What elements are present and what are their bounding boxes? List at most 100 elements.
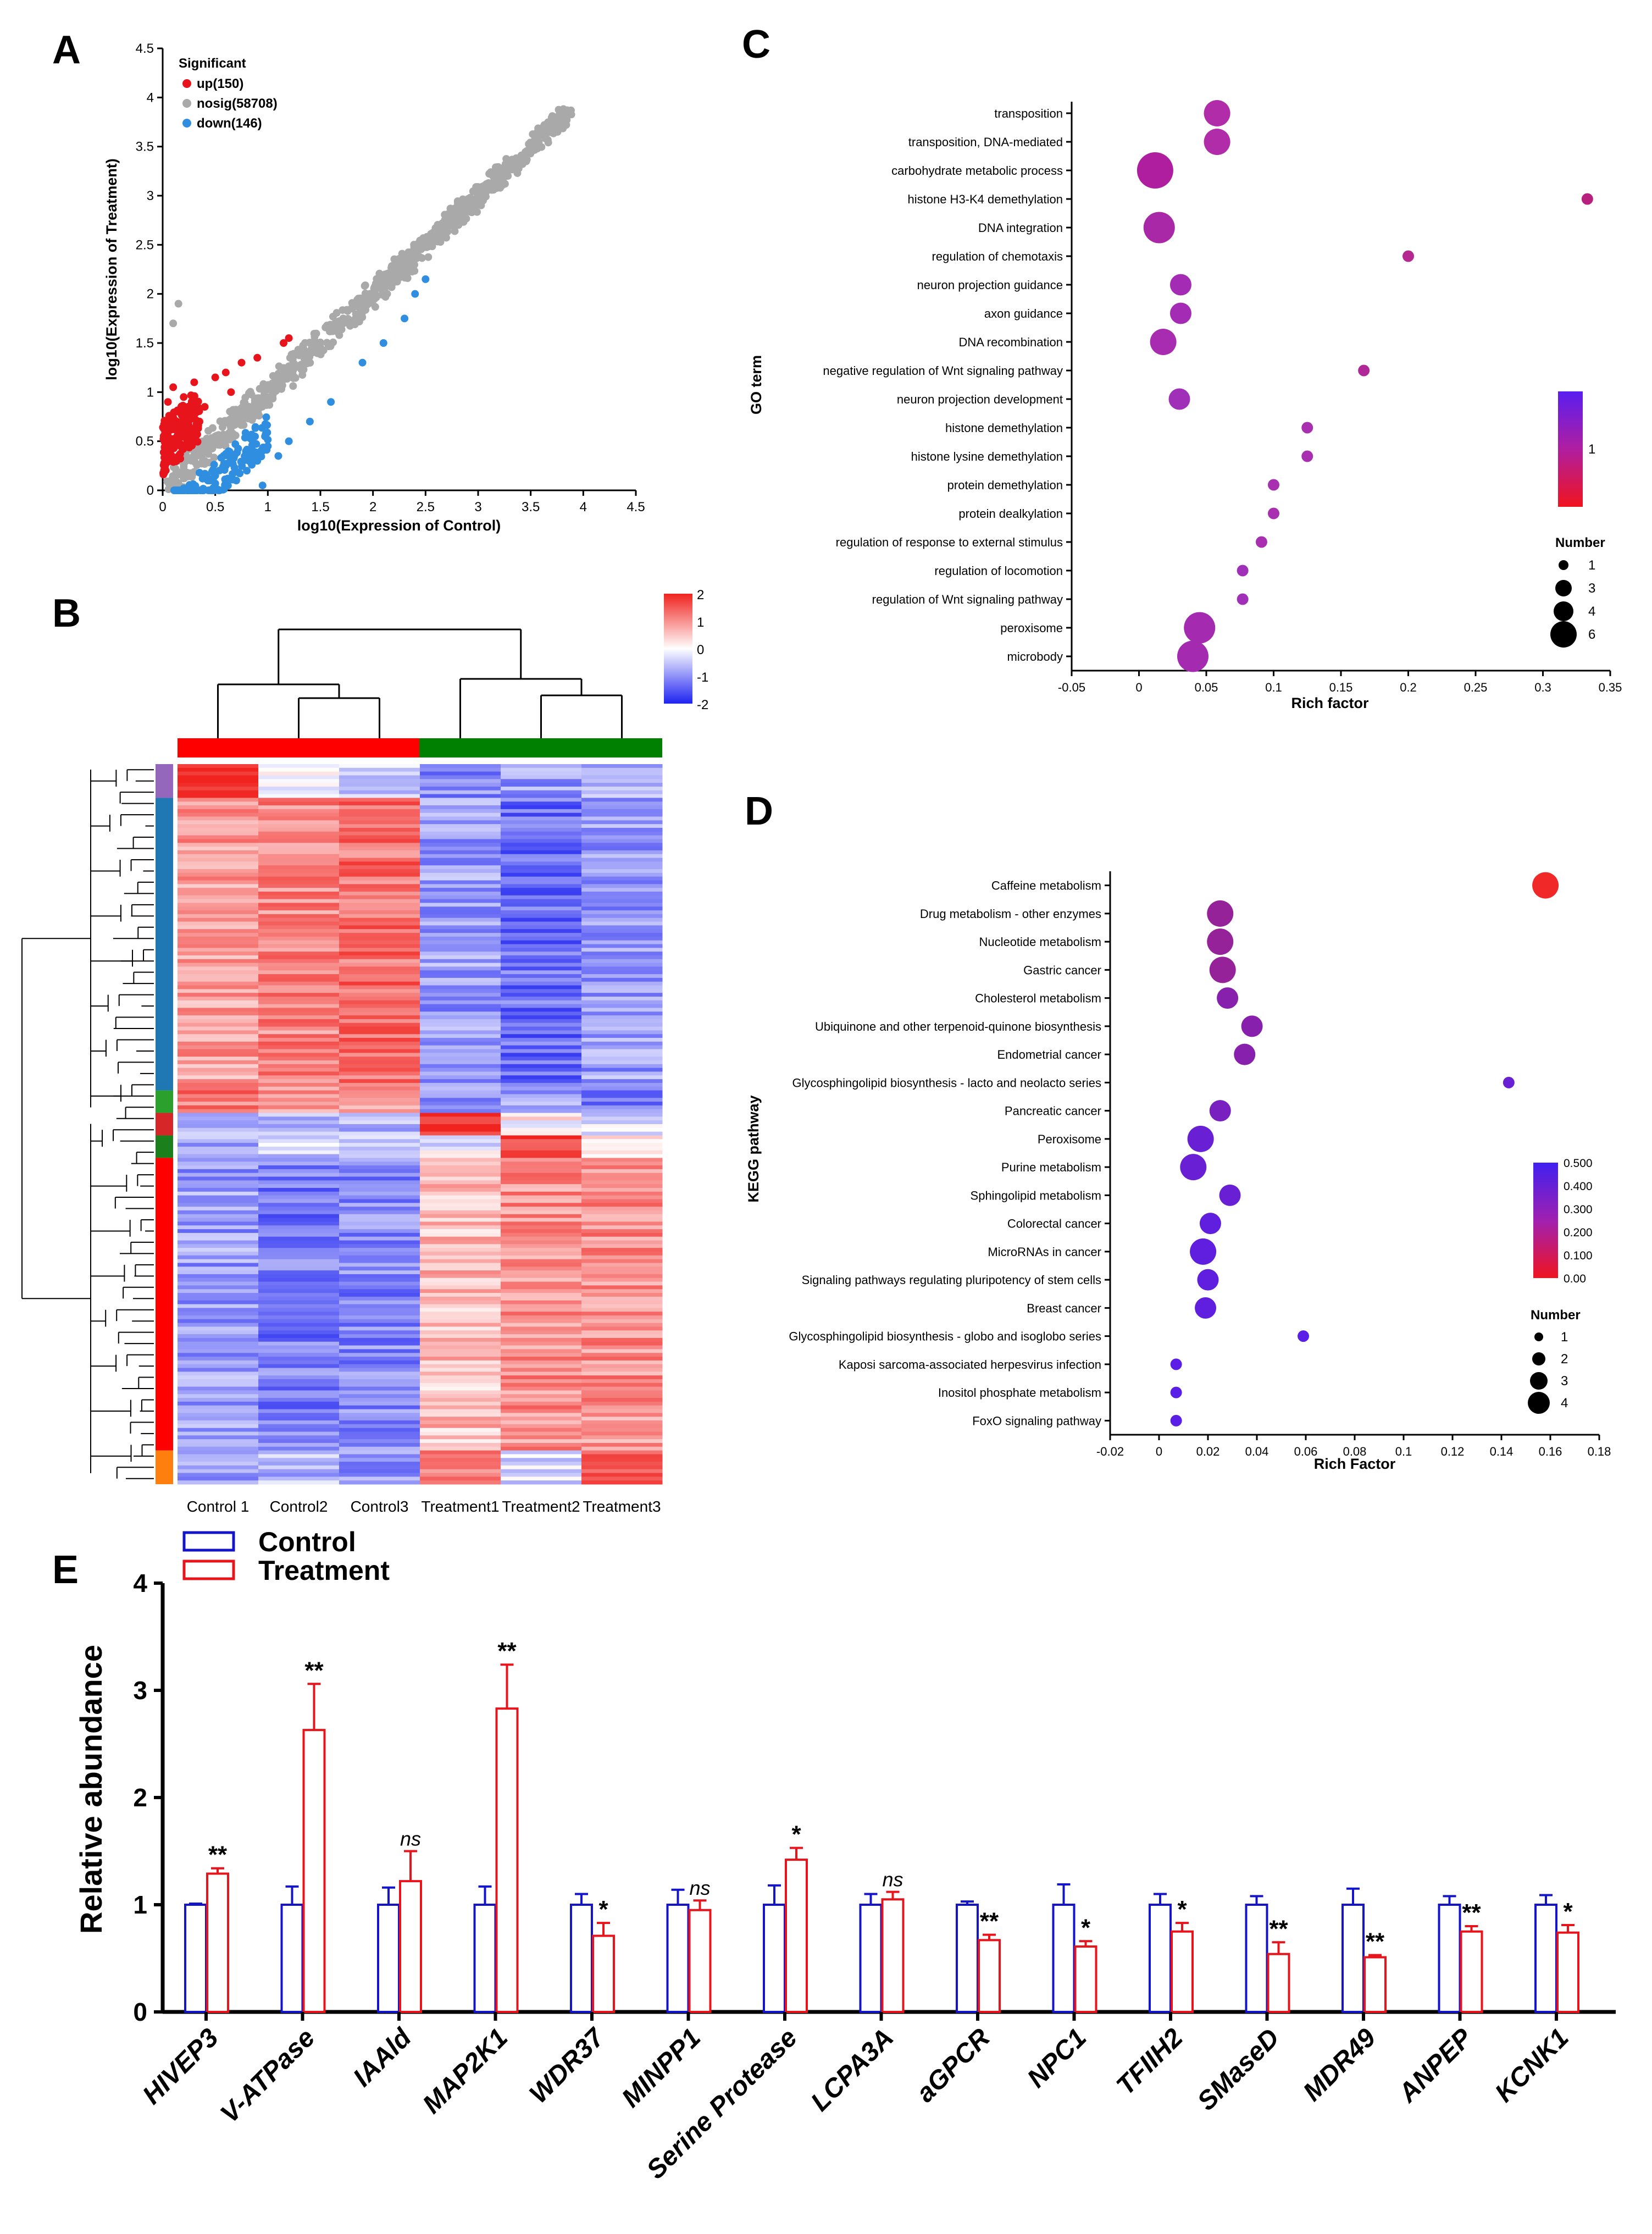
heatmap-cell — [501, 914, 582, 919]
term-label: regulation of Wnt signaling pathway — [872, 593, 1063, 606]
heatmap-cell — [420, 1026, 501, 1031]
heatmap-cell — [581, 1240, 663, 1245]
heatmap-cell — [581, 1116, 663, 1121]
heatmap-cell — [501, 1038, 582, 1042]
heatmap-cell — [501, 952, 582, 956]
bubble-point — [1195, 1297, 1217, 1319]
heatmap-cell — [339, 1431, 420, 1436]
heatmap-cell — [581, 1120, 663, 1125]
heatmap-cell — [339, 1330, 420, 1335]
heatmap-cell — [581, 1281, 663, 1286]
heatmap-cell — [420, 1210, 501, 1215]
heatmap-cell — [258, 989, 340, 993]
heatmap-cell — [258, 1236, 340, 1241]
heatmap-cell — [339, 1008, 420, 1012]
heatmap-cell — [581, 993, 663, 997]
heatmap-cell — [420, 1293, 501, 1297]
point-nosig-cloud — [448, 215, 456, 224]
heatmap-cell — [258, 861, 340, 866]
heatmap-cell — [339, 1176, 420, 1181]
heatmap-cell — [501, 1293, 582, 1297]
point-nosig-cloud — [505, 162, 513, 170]
heatmap-cell — [339, 1086, 420, 1091]
heatmap-cell — [501, 1176, 582, 1181]
heatmap-cell — [178, 933, 259, 937]
point-up-cloud — [194, 424, 202, 433]
heatmap-cell — [339, 906, 420, 911]
heatmap-cell — [581, 1357, 663, 1361]
heatmap-cell — [178, 1446, 259, 1451]
y-tick-label: 3 — [133, 1676, 147, 1705]
heatmap-cell — [258, 1368, 340, 1372]
bubble-point — [1298, 1330, 1310, 1342]
heatmap-cell — [420, 1341, 501, 1346]
heatmap-cell — [581, 1049, 663, 1053]
heatmap-cell — [501, 1409, 582, 1413]
heatmap-cell — [258, 1274, 340, 1279]
point-nosig-cloud — [300, 345, 308, 353]
heatmap-cell — [501, 1278, 582, 1282]
heatmap-cell — [339, 1187, 420, 1192]
category-label: KCNK1 — [1489, 2023, 1574, 2108]
point-nosig-cloud — [208, 424, 217, 432]
heatmap-cell — [501, 1405, 582, 1410]
heatmap-cell — [501, 854, 582, 859]
heatmap-cell — [178, 959, 259, 964]
heatmap-cell — [339, 1417, 420, 1421]
point-nosig-cloud — [180, 470, 188, 478]
point-nosig-cloud — [277, 379, 285, 387]
heatmap-cell — [178, 1210, 259, 1215]
term-label: neuron projection development — [897, 392, 1063, 406]
heatmap-cell — [501, 1053, 582, 1057]
heatmap-cell — [581, 1030, 663, 1035]
heatmap-cell — [258, 1008, 340, 1012]
bar-treatment — [1171, 1930, 1194, 2013]
heatmap-cell — [339, 1281, 420, 1286]
heatmap-cell — [420, 1417, 501, 1421]
bubble-point — [1581, 193, 1593, 205]
heatmap-cell — [339, 891, 420, 896]
heatmap-cell — [501, 1281, 582, 1286]
size-legend-label: 6 — [1588, 627, 1595, 642]
point-up-cloud — [160, 460, 168, 468]
heatmap-cell — [178, 1379, 259, 1384]
heatmap-cell — [178, 1064, 259, 1069]
heatmap-cell — [339, 1413, 420, 1417]
heatmap-cell — [258, 1248, 340, 1252]
bar-treatment — [881, 1898, 905, 2013]
heatmap-cell — [420, 790, 501, 795]
heatmap-cell — [420, 1203, 501, 1207]
heatmap-cell — [501, 1214, 582, 1219]
x-tick-label: -0.05 — [1058, 681, 1085, 694]
heatmap-cell — [258, 764, 340, 768]
heatmap-cell — [339, 1053, 420, 1057]
heatmap-cell — [178, 970, 259, 975]
heatmap-cell — [501, 1191, 582, 1196]
heatmap-cell — [258, 891, 340, 896]
heatmap-cell — [339, 1308, 420, 1312]
term-label: Pancreatic cancer — [1005, 1104, 1101, 1118]
heatmap-cell — [258, 1105, 340, 1110]
heatmap-cell — [178, 1068, 259, 1072]
heatmap-cell — [258, 1319, 340, 1324]
term-label: Drug metabolism - other enzymes — [920, 907, 1101, 921]
category-label: ANPEP — [1393, 2023, 1478, 2109]
term-label: Peroxisome — [1038, 1132, 1101, 1146]
point-nosig-cloud — [218, 423, 226, 431]
heatmap-cell — [581, 997, 663, 1001]
y-tick-label: 2.5 — [136, 237, 154, 252]
heatmap-cell — [501, 1041, 582, 1046]
heatmap-cell — [581, 1375, 663, 1380]
heatmap-cell — [581, 1267, 663, 1271]
heatmap-cell — [178, 1304, 259, 1308]
point-nosig-cloud — [417, 245, 425, 253]
heatmap-cell — [501, 794, 582, 798]
heatmap-cell — [420, 1345, 501, 1350]
heatmap-cell — [420, 1289, 501, 1293]
heatmap-cell — [339, 843, 420, 847]
heatmap-cell — [258, 1465, 340, 1470]
bubble-point — [1168, 388, 1190, 410]
heatmap-cell — [339, 1162, 420, 1166]
bubble-point — [1255, 536, 1267, 548]
heatmap-cell — [178, 1458, 259, 1462]
